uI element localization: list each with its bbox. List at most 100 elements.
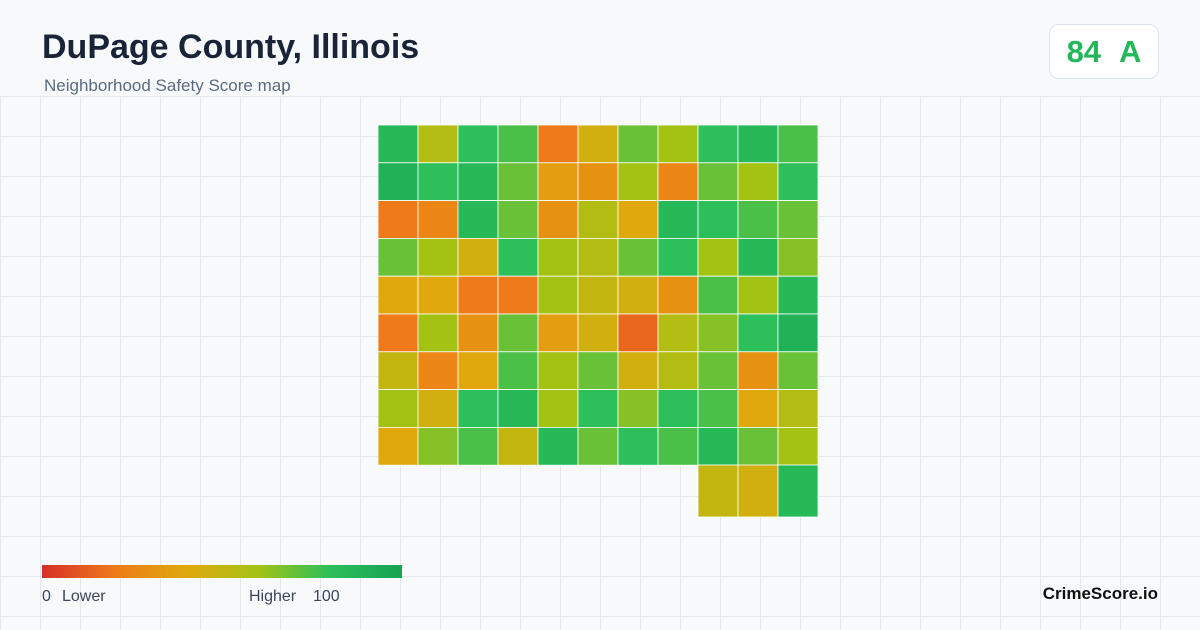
map-cell [457,351,499,390]
map-cell [737,426,779,466]
map-cell [577,313,619,353]
map-cell [377,351,419,390]
map-cell [377,389,419,428]
legend-max-label: Higher [249,588,297,605]
map-cell [377,237,419,277]
map-cell [697,275,739,315]
map-cell [457,275,499,315]
map-cell [457,162,499,202]
header: DuPage County, Illinois Neighborhood Saf… [0,0,1200,97]
map-cell [537,237,579,277]
map-cell [737,237,779,277]
map-cell [577,124,619,164]
map-cell [577,389,619,428]
map-cell [497,237,539,277]
map-cell [457,200,499,239]
map-cell [697,351,739,390]
map-cell [777,351,819,390]
map-cell [537,162,579,202]
map-cell [697,313,739,353]
map-cell [417,200,459,239]
map-cell [777,162,819,202]
map-cell [657,389,699,428]
map-cell [697,162,739,202]
map-cell [497,162,539,202]
map-cell [617,124,659,164]
map-cell [577,275,619,315]
map-cell [617,426,659,466]
map-cell [657,426,699,466]
map-cell [497,200,539,239]
map-cell [537,200,579,239]
map-cell [377,162,419,202]
legend-min: 0 [42,588,51,605]
map-cell [777,313,819,353]
map-cell [617,237,659,277]
map-cell [617,275,659,315]
map-cell [657,124,699,164]
map-cell [537,275,579,315]
map-cell [457,389,499,428]
map-cell [417,313,459,353]
map-cell [697,237,739,277]
map-cell [457,124,499,164]
map-cell [497,351,539,390]
map-cell [697,200,739,239]
map-cell [697,124,739,164]
map-cell [777,237,819,277]
map-cell [537,124,579,164]
map-cell [657,200,699,239]
map-cell [377,275,419,315]
legend-max: 100 [313,588,340,605]
map-cell [657,275,699,315]
map-cell [657,351,699,390]
map-cell [537,389,579,428]
map-cell [617,200,659,239]
map-cell [617,389,659,428]
title: DuPage County, Illinois [42,28,420,66]
map-cell [417,124,459,164]
map-cell [657,162,699,202]
map-cell [617,351,659,390]
map-cell [417,426,459,466]
map-cell [617,162,659,202]
map-cell [737,351,779,390]
map-cell [577,426,619,466]
legend-gradient [42,565,402,578]
map-cell [737,389,779,428]
map-cell [497,426,539,466]
map-cell [577,351,619,390]
map-cell [777,275,819,315]
map-cell [697,464,739,518]
map-cell [777,389,819,428]
map-cell [617,313,659,353]
map-cell [417,237,459,277]
map-cell [497,275,539,315]
map-cell [777,426,819,466]
map-cell [737,275,779,315]
map-cell [377,426,419,466]
map-cell [497,389,539,428]
map-cell [417,275,459,315]
map-cell [577,200,619,239]
map-cell [777,124,819,164]
map-cell [377,124,419,164]
map-cell [457,237,499,277]
map-cell [657,237,699,277]
map-cell [577,237,619,277]
map-cell [777,200,819,239]
score-badge: 84 A [1049,24,1159,79]
map-cell [457,426,499,466]
map-cell [497,313,539,353]
map-cell [537,351,579,390]
map-cell [657,313,699,353]
map-cell [697,389,739,428]
map-cell [737,124,779,164]
legend-min-label: Lower [62,588,106,605]
map-cell [537,426,579,466]
score: 84 [1066,33,1102,69]
map-cell [737,313,779,353]
map-cell [417,389,459,428]
map-cell [537,313,579,353]
